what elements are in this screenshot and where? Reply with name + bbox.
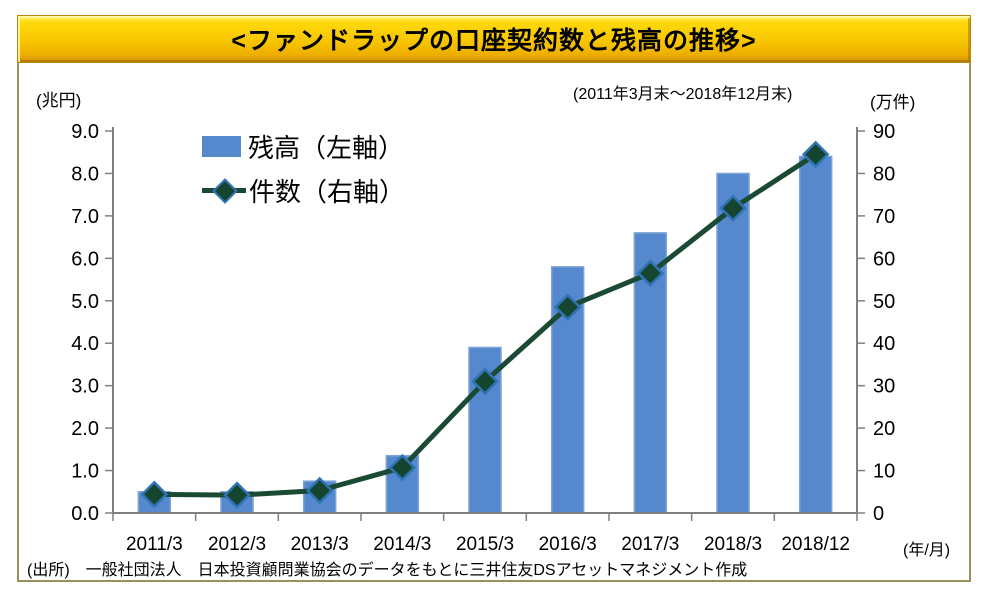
legend-count-label: 件数（右軸） — [249, 176, 406, 207]
svg-text:3.0: 3.0 — [71, 376, 99, 398]
svg-text:30: 30 — [873, 376, 895, 398]
svg-text:2.0: 2.0 — [71, 418, 99, 440]
svg-text:50: 50 — [873, 291, 895, 313]
svg-text:80: 80 — [873, 163, 895, 185]
svg-text:9.0: 9.0 — [71, 121, 99, 143]
diamond-marker-icon — [212, 178, 238, 204]
legend-item-count: 件数（右軸） — [202, 175, 405, 207]
svg-text:2017/3: 2017/3 — [621, 534, 679, 555]
svg-text:8.0: 8.0 — [71, 163, 99, 185]
right-axis-unit-label: (万件) — [870, 93, 916, 112]
svg-text:2018/3: 2018/3 — [704, 534, 762, 555]
legend-balance-label: 残高（左軸） — [248, 132, 405, 163]
svg-text:2016/3: 2016/3 — [539, 534, 597, 555]
chart-title: <ファンドラップの口座契約数と残高の推移> — [231, 27, 757, 55]
svg-text:2014/3: 2014/3 — [373, 534, 431, 555]
line-diamond-swatch-icon — [202, 177, 246, 204]
svg-text:4.0: 4.0 — [71, 333, 99, 355]
left-axis-unit-label: (兆円) — [36, 91, 82, 110]
svg-text:6.0: 6.0 — [71, 248, 99, 270]
svg-text:0: 0 — [873, 503, 884, 525]
svg-text:1.0: 1.0 — [71, 461, 99, 483]
svg-text:2011/3: 2011/3 — [126, 534, 183, 555]
svg-text:2015/3: 2015/3 — [456, 534, 514, 555]
bar-swatch-icon — [202, 135, 241, 157]
x-axis-unit-label: (年/月) — [903, 542, 951, 559]
svg-text:40: 40 — [873, 333, 895, 355]
legend-item-balance: 残高（左軸） — [202, 131, 405, 163]
title-bar: <ファンドラップの口座契約数と残高の推移> — [17, 15, 971, 63]
svg-text:10: 10 — [873, 461, 895, 483]
svg-text:70: 70 — [873, 206, 895, 228]
svg-text:2012/3: 2012/3 — [208, 534, 266, 555]
svg-text:90: 90 — [873, 121, 895, 143]
svg-text:7.0: 7.0 — [71, 206, 99, 228]
svg-text:20: 20 — [873, 418, 895, 440]
svg-text:0.0: 0.0 — [71, 503, 99, 525]
legend: 残高（左軸） 件数（右軸） — [202, 131, 405, 219]
svg-text:2013/3: 2013/3 — [291, 534, 349, 555]
svg-text:2018/12: 2018/12 — [781, 534, 850, 555]
svg-text:5.0: 5.0 — [71, 291, 99, 313]
source-note: (出所) 一般社団法人 日本投資顧問業協会のデータをもとに三井住友DSアセットマ… — [27, 562, 748, 579]
period-label: (2011年3月末～2018年12月末) — [573, 86, 793, 103]
svg-text:60: 60 — [873, 248, 895, 270]
